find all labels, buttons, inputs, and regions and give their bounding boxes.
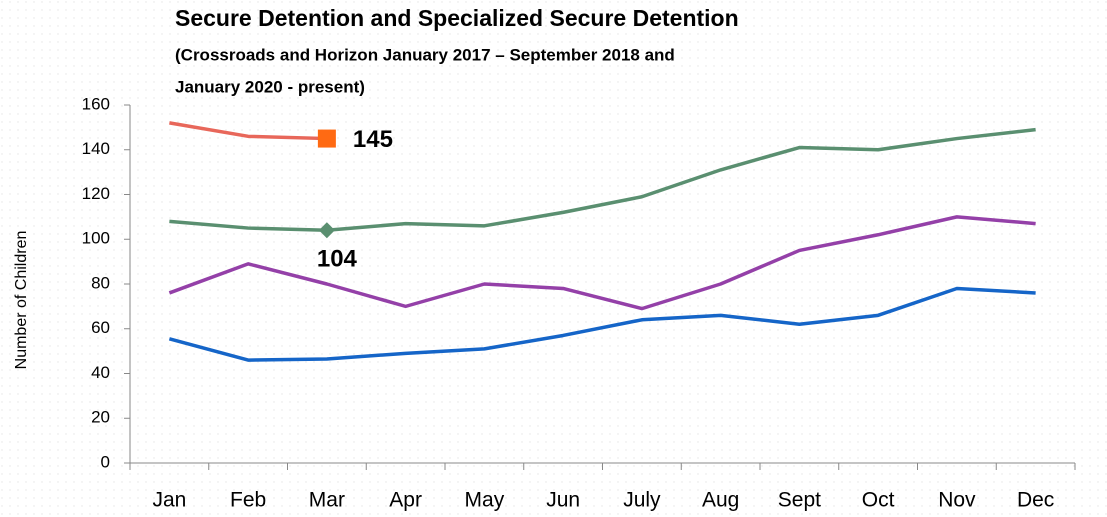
x-tick-label: Jan	[152, 489, 186, 512]
series-line	[169, 121, 327, 141]
series-line	[168, 286, 1036, 362]
chart-title: Secure Detention and Specialized Secure …	[175, 5, 739, 31]
x-tick-label: Dec	[1017, 489, 1054, 512]
series-line	[168, 215, 1036, 311]
point-marker	[318, 222, 335, 239]
y-tick-label: 0	[101, 452, 110, 471]
x-tick-label: Sept	[778, 489, 821, 512]
point-marker	[317, 129, 336, 148]
y-tick-label: 80	[91, 273, 110, 292]
y-tick-label: 40	[91, 363, 110, 382]
x-tick-label: Jun	[546, 489, 580, 512]
x-tick-label: July	[623, 489, 661, 512]
y-tick-label: 100	[82, 229, 110, 248]
chart-subtitle: January 2020 - present)	[175, 77, 365, 96]
x-tick-label: Feb	[230, 489, 266, 512]
x-tick-label: May	[465, 489, 505, 512]
y-axis-label: Number of Children	[13, 231, 30, 370]
x-tick-label: Mar	[309, 489, 345, 512]
y-tick-label: 140	[82, 139, 110, 158]
data-label: 104	[317, 246, 358, 273]
y-tick-label: 160	[82, 94, 110, 113]
y-tick-label: 20	[91, 408, 110, 427]
y-tick-label: 120	[82, 184, 110, 203]
series-line	[169, 127, 1036, 233]
x-tick-label: Oct	[862, 489, 895, 512]
data-label: 145	[353, 126, 393, 153]
y-tick-label: 60	[91, 318, 110, 337]
x-tick-label: Aug	[702, 489, 739, 512]
x-tick-label: Nov	[938, 489, 976, 512]
x-tick-label: Apr	[389, 489, 422, 512]
chart-subtitle: (Crossroads and Horizon January 2017 – S…	[175, 45, 675, 64]
